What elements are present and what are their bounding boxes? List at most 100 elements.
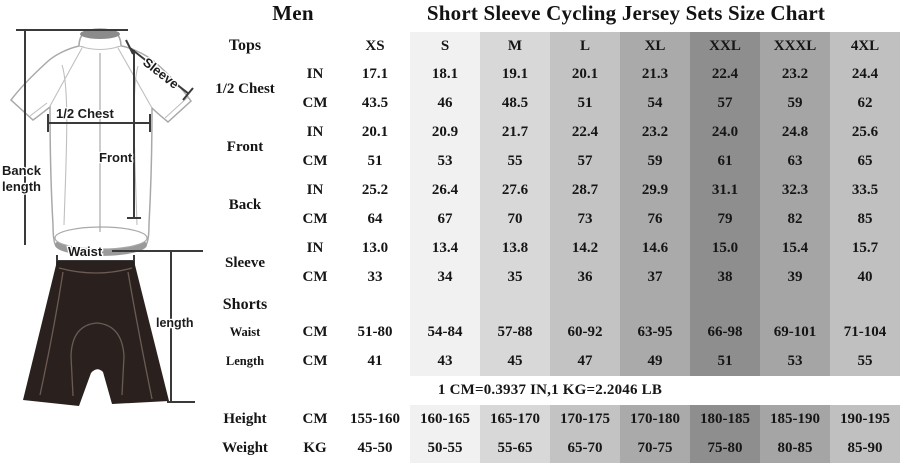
value-cell: 165-170 [480,405,550,434]
value-cell: 21.3 [620,60,690,89]
size-diagram: Sleeve 1/2 Chest Banck length Front Wais… [1,28,203,406]
value-cell: 73 [550,205,620,234]
value-cell: 64 [367,211,383,227]
unit-label: CM [302,324,328,340]
value-cell: 40 [830,263,900,292]
value-cell: 15.0 [690,234,760,263]
value-cell: 75-80 [690,434,760,463]
value-cell: 22.4 [550,118,620,147]
size-header-m: M [480,32,550,60]
empty-cell [550,292,620,318]
value-cell: 45 [480,347,550,376]
collar-opening [80,29,120,39]
shorts-waistband [58,267,133,274]
empty-cell [480,292,550,318]
value-cell: 15.7 [830,234,900,263]
raglan-seam-left [49,47,83,107]
conversion-note: 1 CM=0.3937 IN,1 KG=2.2046 LB [437,382,663,398]
value-cell: 57 [550,147,620,176]
value-cell: 14.2 [550,234,620,263]
unit-label [290,292,340,318]
value-cell: 17.1 [361,66,389,82]
value-cell: 20.9 [410,118,480,147]
value-cell: 18.1 [410,60,480,89]
value-cell: 35 [480,263,550,292]
value-cell: 50-55 [410,434,480,463]
value-cell: 180-185 [690,405,760,434]
unit-label: CM [302,353,328,369]
value-cell: 24.4 [830,60,900,89]
shorts-pad-outline [70,322,125,397]
value-cell: 79 [690,205,760,234]
value-cell: 41 [367,353,383,369]
value-cell: 54 [620,89,690,118]
value-cell: 43 [410,347,480,376]
unit-label: CM [302,95,328,111]
unit-label: IN [306,66,324,82]
value-cell: 15.4 [760,234,830,263]
front-label: Front [99,150,133,165]
value-cell: 66-98 [690,318,760,347]
section-label-shorts: Shorts [222,296,268,313]
empty-cell [410,292,480,318]
size-header-l: L [550,32,620,60]
value-cell: 34 [410,263,480,292]
value-cell: 60-92 [550,318,620,347]
size-header-xxl: XXL [690,32,760,60]
value-cell: 57-88 [480,318,550,347]
value-cell: 13.4 [410,234,480,263]
value-cell: 38 [690,263,760,292]
unit-label: IN [306,182,324,198]
value-cell: 46 [410,89,480,118]
unit-label: KG [303,440,327,456]
value-cell: 23.2 [620,118,690,147]
empty-cell [340,292,410,318]
shorts-length-line [167,251,195,403]
unit-label: CM [302,269,328,285]
row-label: Length [225,354,265,368]
value-cell: 28.7 [550,176,620,205]
value-cell: 85-90 [830,434,900,463]
value-cell: 80-85 [760,434,830,463]
value-cell: 13.0 [361,240,389,256]
empty-cell [620,292,690,318]
unit-label: IN [306,124,324,140]
value-cell: 62 [830,89,900,118]
value-cell: 170-175 [550,405,620,434]
men-title: Men [272,1,314,25]
size-header-4xl: 4XL [830,32,900,60]
row-label: Sleeve [225,254,265,271]
value-cell: 49 [620,347,690,376]
value-cell: 155-160 [350,411,400,427]
row-label: Front [226,138,264,155]
back-length-label-1: Banck [2,163,42,178]
value-cell: 51 [690,347,760,376]
value-cell: 185-190 [760,405,830,434]
value-cell: 13.8 [480,234,550,263]
row-label: 1/2 Chest [215,80,275,97]
value-cell: 47 [550,347,620,376]
value-cell: 57 [690,89,760,118]
value-cell: 63 [760,147,830,176]
value-cell: 45-50 [357,440,393,456]
front-line [127,50,141,219]
back-length-label-2: length [2,179,41,194]
shorts-seam-left [39,271,64,396]
value-cell: 14.6 [620,234,690,263]
value-cell: 69-101 [760,318,830,347]
value-cell: 65-70 [550,434,620,463]
sleeve-line [125,39,194,101]
empty-cell [760,292,830,318]
shorts-seam-right [127,271,153,400]
size-header-s: S [410,32,480,60]
value-cell: 20.1 [361,124,389,140]
value-cell: 55 [830,347,900,376]
value-cell: 76 [620,205,690,234]
value-cell: 55 [480,147,550,176]
value-cell: 25.2 [361,182,389,198]
value-cell: 24.8 [760,118,830,147]
value-cell: 70-75 [620,434,690,463]
value-cell: 25.6 [830,118,900,147]
value-cell: 51 [550,89,620,118]
size-table: Tops XS S M L XL XXL XXXL 4XL 1/2 Chest IN 17.1 18.1… [200,32,900,463]
